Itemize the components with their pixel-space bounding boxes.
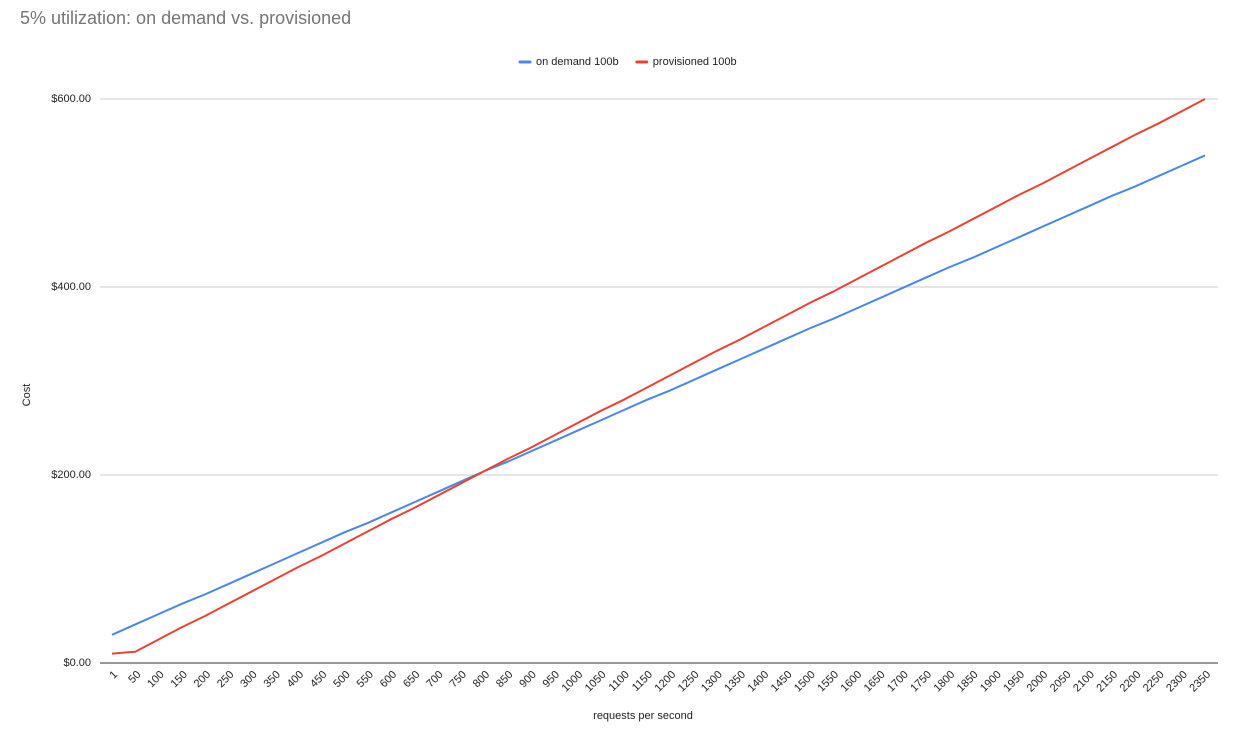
x-axis-title: requests per second bbox=[593, 710, 693, 722]
y-axis-title: Cost bbox=[21, 384, 33, 407]
y-tick-label: $600.00 bbox=[51, 93, 91, 105]
chart: 5% utilization: on demand vs. provisione… bbox=[0, 0, 1233, 741]
legend-label: provisioned 100b bbox=[653, 56, 737, 68]
legend-label: on demand 100b bbox=[536, 56, 619, 68]
y-tick-label: $0.00 bbox=[63, 657, 91, 669]
y-tick-label: $200.00 bbox=[51, 469, 91, 481]
background bbox=[0, 0, 1233, 741]
y-tick-label: $400.00 bbox=[51, 281, 91, 293]
chart-title: 5% utilization: on demand vs. provisione… bbox=[20, 8, 351, 28]
